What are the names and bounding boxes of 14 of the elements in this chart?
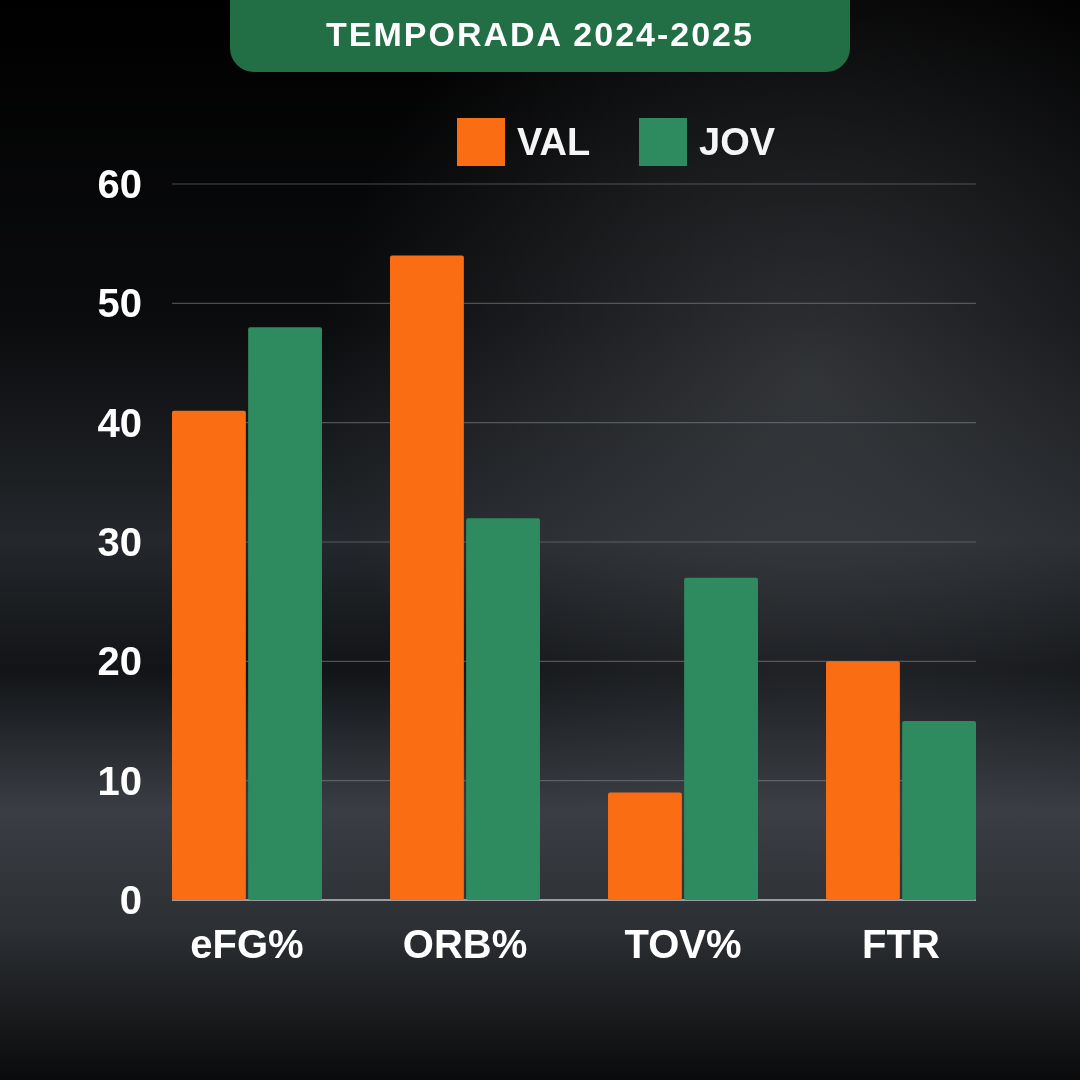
chart-title: TEMPORADA 2024-2025 <box>326 15 754 53</box>
y-tick-label: 60 <box>97 162 142 206</box>
y-tick-label: 0 <box>119 878 142 922</box>
y-tick-label: 10 <box>97 758 142 803</box>
x-tick-label: eFG% <box>190 922 304 966</box>
legend-label: JOV <box>699 121 776 163</box>
legend-label: VAL <box>517 121 591 163</box>
x-tick-label: FTR <box>862 922 940 966</box>
y-tick-label: 50 <box>97 281 142 326</box>
y-tick-label: 20 <box>97 639 142 684</box>
x-tick-label: ORB% <box>402 922 528 966</box>
y-tick-label: 40 <box>97 400 142 445</box>
x-tick-label: TOV% <box>624 922 742 966</box>
y-tick-label: 30 <box>97 520 142 564</box>
